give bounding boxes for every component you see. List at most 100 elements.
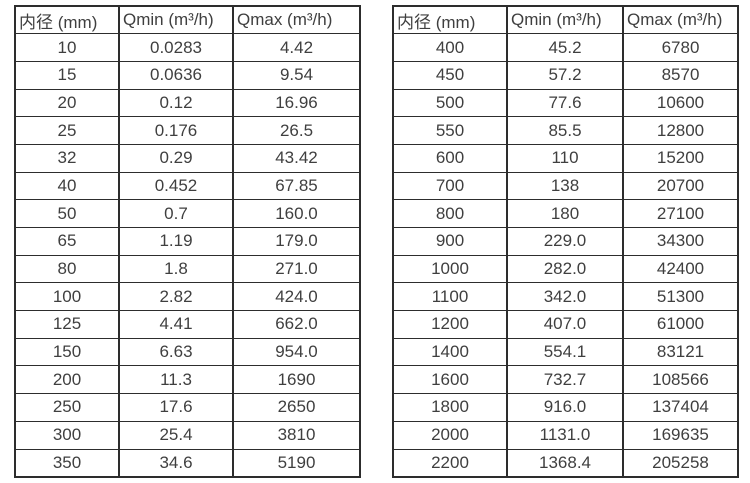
table-cell: 1131.0 <box>506 420 624 450</box>
spec-tables-container: 内径 (mm) Qmin (m³/h) Qmax (m³/h) 10 0.0283 4.… <box>14 5 739 478</box>
table-cell: 282.0 <box>506 254 624 284</box>
table-cell: 662.0 <box>232 310 361 339</box>
table-row: 15 0.0636 9.54 <box>14 60 361 90</box>
table-cell: 16.96 <box>232 88 361 118</box>
table-row: 50 0.7 160.0 <box>14 199 361 228</box>
table-cell: 179.0 <box>232 227 361 256</box>
table-cell: 250 <box>14 393 120 422</box>
table-cell: 77.6 <box>506 88 624 118</box>
table-row: 200 11.3 1690 <box>14 365 361 395</box>
column-header: Qmax (m³/h) <box>232 5 361 35</box>
table-cell: 43.42 <box>232 143 361 173</box>
table-row: 1200 407.0 61000 <box>392 310 739 339</box>
table-cell: 0.176 <box>118 116 234 145</box>
table-cell: 1.19 <box>118 227 234 256</box>
table-cell: 100 <box>14 282 120 312</box>
table-cell: 0.12 <box>118 88 234 118</box>
table-cell: 4.41 <box>118 310 234 339</box>
flow-rate-table-large-diameters: 内径 (mm) Qmin (m³/h) Qmax (m³/h) 400 45.2 678… <box>392 5 739 478</box>
column-header: Qmax (m³/h) <box>622 5 739 35</box>
table-cell: 2.82 <box>118 282 234 312</box>
table-cell: 80 <box>14 254 120 284</box>
table-cell: 8570 <box>622 60 739 90</box>
table-cell: 180 <box>506 199 624 228</box>
table-cell: 400 <box>392 33 508 62</box>
table-cell: 9.54 <box>232 60 361 90</box>
column-header: 内径 (mm) <box>14 5 120 35</box>
table-cell: 600 <box>392 143 508 173</box>
table-cell: 2000 <box>392 420 508 450</box>
table-cell: 138 <box>506 171 624 201</box>
table-row: 1600 732.7 108566 <box>392 365 739 395</box>
table-cell: 550 <box>392 116 508 145</box>
table-row: 2200 1368.4 205258 <box>392 448 739 478</box>
table-cell: 1100 <box>392 282 508 312</box>
table-cell: 2200 <box>392 448 508 478</box>
table-cell: 229.0 <box>506 227 624 256</box>
table-cell: 11.3 <box>118 365 234 395</box>
table-row: 550 85.5 12800 <box>392 116 739 145</box>
table-cell: 137404 <box>622 393 739 422</box>
table-cell: 169635 <box>622 420 739 450</box>
table-cell: 554.1 <box>506 337 624 367</box>
table-cell: 300 <box>14 420 120 450</box>
table-cell: 2650 <box>232 393 361 422</box>
table-cell: 57.2 <box>506 60 624 90</box>
table-cell: 67.85 <box>232 171 361 201</box>
table-cell: 1368.4 <box>506 448 624 478</box>
table-cell: 34300 <box>622 227 739 256</box>
table-cell: 0.0283 <box>118 33 234 62</box>
table-row: 800 180 27100 <box>392 199 739 228</box>
table-row: 400 45.2 6780 <box>392 33 739 62</box>
column-header: 内径 (mm) <box>392 5 508 35</box>
table-cell: 42400 <box>622 254 739 284</box>
table-cell: 0.452 <box>118 171 234 201</box>
table-cell: 200 <box>14 365 120 395</box>
table-row: 20 0.12 16.96 <box>14 88 361 118</box>
table-cell: 12800 <box>622 116 739 145</box>
table-cell: 40 <box>14 171 120 201</box>
table-cell: 205258 <box>622 448 739 478</box>
table-body: 10 0.0283 4.42 15 0.0636 9.54 20 0.12 16.96 25 0.1… <box>14 33 361 478</box>
table-cell: 342.0 <box>506 282 624 312</box>
table-cell: 800 <box>392 199 508 228</box>
table-cell: 110 <box>506 143 624 173</box>
header-row: 内径 (mm) Qmin (m³/h) Qmax (m³/h) <box>392 5 739 35</box>
table-cell: 50 <box>14 199 120 228</box>
table-cell: 25.4 <box>118 420 234 450</box>
table-cell: 3810 <box>232 420 361 450</box>
table-cell: 1690 <box>232 365 361 395</box>
table-cell: 424.0 <box>232 282 361 312</box>
table-row: 600 110 15200 <box>392 143 739 173</box>
table-row: 25 0.176 26.5 <box>14 116 361 145</box>
table-cell: 85.5 <box>506 116 624 145</box>
table-cell: 25 <box>14 116 120 145</box>
column-header: Qmin (m³/h) <box>118 5 234 35</box>
table-cell: 65 <box>14 227 120 256</box>
table-row: 65 1.19 179.0 <box>14 227 361 256</box>
table-cell: 4.42 <box>232 33 361 62</box>
table-cell: 45.2 <box>506 33 624 62</box>
table-cell: 0.7 <box>118 199 234 228</box>
table-cell: 26.5 <box>232 116 361 145</box>
table-row: 32 0.29 43.42 <box>14 143 361 173</box>
table-header-row: 内径 (mm) Qmin (m³/h) Qmax (m³/h) <box>14 5 361 35</box>
table-cell: 5190 <box>232 448 361 478</box>
table-cell: 450 <box>392 60 508 90</box>
table-cell: 34.6 <box>118 448 234 478</box>
table-row: 150 6.63 954.0 <box>14 337 361 367</box>
table-row: 1000 282.0 42400 <box>392 254 739 284</box>
table-header-row: 内径 (mm) Qmin (m³/h) Qmax (m³/h) <box>392 5 739 35</box>
table-cell: 1.8 <box>118 254 234 284</box>
table-cell: 125 <box>14 310 120 339</box>
table-cell: 10 <box>14 33 120 62</box>
table-cell: 10600 <box>622 88 739 118</box>
table-cell: 61000 <box>622 310 739 339</box>
table-row: 300 25.4 3810 <box>14 420 361 450</box>
table-cell: 407.0 <box>506 310 624 339</box>
table-cell: 51300 <box>622 282 739 312</box>
table-row: 125 4.41 662.0 <box>14 310 361 339</box>
table-cell: 6.63 <box>118 337 234 367</box>
table-cell: 1400 <box>392 337 508 367</box>
table-cell: 6780 <box>622 33 739 62</box>
